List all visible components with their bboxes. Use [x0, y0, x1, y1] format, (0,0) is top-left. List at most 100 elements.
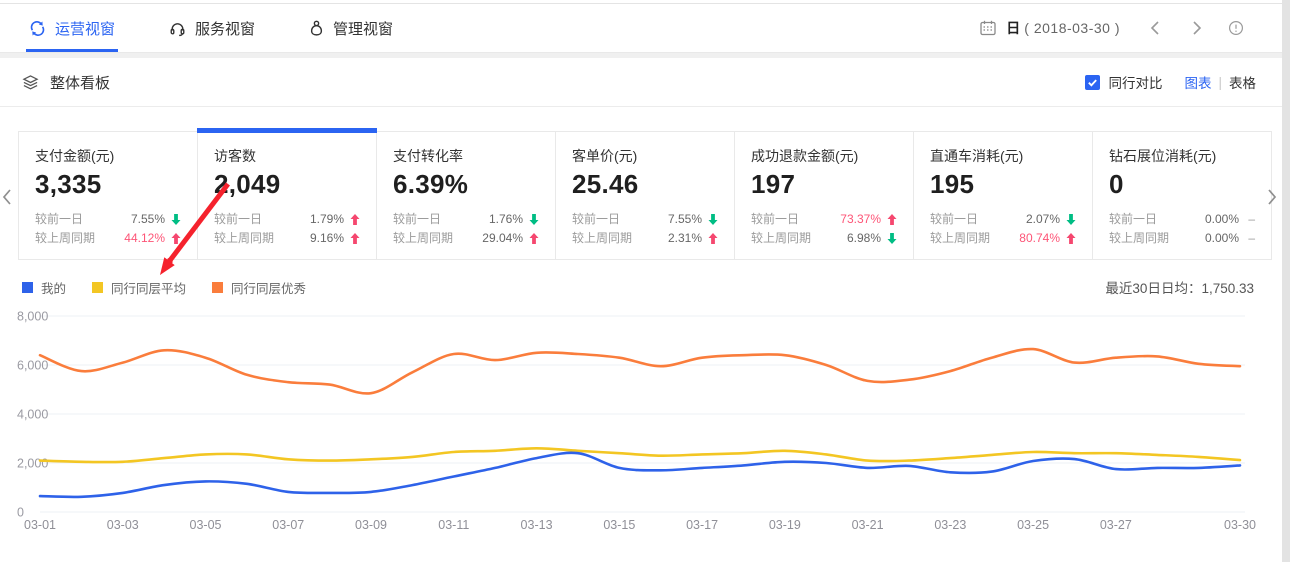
- metric-card[interactable]: 直通车消耗(元) 195 较前一日 2.07% 较上周同期 80.74%: [914, 131, 1093, 260]
- trend-icon: [523, 214, 539, 225]
- trend-icon: [165, 233, 181, 244]
- chart-legend: 我的 同行同层平均 同行同层优秀 最近30日日均：1,750.33: [22, 277, 1270, 297]
- compare-row-value: 1.79%: [309, 212, 344, 226]
- section-divider: [0, 53, 1290, 58]
- compare-row-value: 6.98%: [846, 231, 881, 245]
- metric-card[interactable]: 客单价(元) 25.46 较前一日 7.55% 较上周同期 2.31%: [556, 131, 735, 260]
- tab-运营视窗[interactable]: 运营视窗: [26, 4, 119, 52]
- compare-row-value: 2.31%: [667, 231, 702, 245]
- tab-服务视窗[interactable]: 服务视窗: [166, 4, 258, 52]
- metric-card[interactable]: 支付转化率 6.39% 较前一日 1.76% 较上周同期 29.04%: [377, 131, 556, 260]
- tab-管理视窗[interactable]: 管理视窗: [306, 4, 396, 52]
- metric-value: 195: [930, 169, 975, 199]
- svg-text:03-09: 03-09: [355, 518, 387, 532]
- metric-cards-row: 支付金额(元) 3,335 较前一日 7.55% 较上周同期 44.12% 访客…: [18, 128, 1272, 260]
- metric-compare-rows: 较前一日 1.76% 较上周同期 29.04%: [393, 210, 539, 248]
- compare-row: 较前一日 1.79%: [214, 210, 360, 229]
- metric-title: 支付金额(元): [35, 148, 115, 164]
- metric-compare-rows: 较前一日 73.37% 较上周同期 6.98%: [751, 210, 897, 248]
- bell-icon: [309, 20, 324, 37]
- legend-item[interactable]: 同行同层优秀: [212, 278, 306, 297]
- svg-text:03-25: 03-25: [1017, 518, 1049, 532]
- svg-text:8,000: 8,000: [17, 310, 48, 324]
- metric-title: 钻石展位消耗(元): [1109, 148, 1217, 164]
- compare-row: 较上周同期 0.00% –: [1109, 229, 1255, 248]
- trend-icon: [702, 233, 718, 244]
- metric-card[interactable]: 钻石展位消耗(元) 0 较前一日 0.00% – 较上周同期 0.00% –: [1093, 131, 1272, 260]
- metric-card[interactable]: 成功退款金额(元) 197 较前一日 73.37% 较上周同期 6.98%: [735, 131, 914, 260]
- svg-text:03-11: 03-11: [438, 518, 469, 532]
- metric-compare-rows: 较前一日 1.79% 较上周同期 9.16%: [214, 210, 360, 248]
- board-title: 整体看板: [50, 74, 111, 92]
- date-controls: 日 ( 2018-03-30 ): [979, 4, 1244, 52]
- compare-row-label: 较上周同期: [572, 231, 633, 245]
- board-bar: 整体看板 同行对比 图表 | 表格: [0, 58, 1290, 107]
- trend-icon: [344, 214, 360, 225]
- board-title-group: 整体看板: [22, 72, 110, 93]
- compare-row-label: 较上周同期: [1109, 231, 1170, 245]
- legend-label: 同行同层平均: [111, 281, 187, 296]
- compare-row-label: 较上周同期: [35, 231, 96, 245]
- legend-item[interactable]: 同行同层平均: [92, 278, 186, 297]
- compare-row-value: 9.16%: [309, 231, 344, 245]
- metric-card[interactable]: 访客数 2,049 较前一日 1.79% 较上周同期 9.16%: [197, 128, 377, 260]
- svg-text:03-19: 03-19: [769, 518, 801, 532]
- cards-next-button[interactable]: [1266, 188, 1278, 211]
- compare-row-value: 0.00%: [1204, 231, 1239, 245]
- info-icon[interactable]: [1228, 20, 1244, 36]
- legend-label: 我的: [41, 281, 67, 296]
- line-chart-canvas: 0 2,000 4,000 6,000 8,000 03-01 03-03 03-05 03-0…: [17, 310, 1256, 533]
- svg-text:03-13: 03-13: [521, 518, 553, 532]
- compare-row-value: 80.74%: [1019, 231, 1060, 245]
- trend-icon: –: [1248, 212, 1255, 226]
- metric-value: 3,335: [35, 169, 102, 199]
- metric-value: 197: [751, 169, 796, 199]
- legend-swatch: [212, 281, 224, 293]
- compare-row: 较上周同期 9.16%: [214, 229, 360, 248]
- compare-row: 较前一日 0.00% –: [1109, 210, 1255, 229]
- compare-row-label: 较前一日: [35, 212, 84, 226]
- compare-row-value: 73.37%: [840, 212, 881, 226]
- calendar-icon[interactable]: [979, 19, 997, 37]
- compare-row-value: 29.04%: [482, 231, 523, 245]
- date-granularity[interactable]: 日: [1006, 20, 1021, 36]
- trend-icon: –: [1248, 231, 1255, 245]
- sync-icon: [29, 20, 46, 37]
- compare-row: 较上周同期 2.31%: [572, 229, 718, 248]
- svg-text:03-01: 03-01: [24, 518, 56, 532]
- compare-row-label: 较前一日: [751, 212, 800, 226]
- legend-item[interactable]: 我的: [22, 278, 66, 297]
- tab-label: 管理视窗: [333, 20, 394, 38]
- compare-row: 较上周同期 29.04%: [393, 229, 539, 248]
- metric-compare-rows: 较前一日 2.07% 较上周同期 80.74%: [930, 210, 1076, 248]
- peer-compare-label[interactable]: 同行对比: [1108, 76, 1163, 91]
- metric-compare-rows: 较前一日 7.55% 较上周同期 44.12%: [35, 210, 181, 248]
- compare-row-value: 7.55%: [130, 212, 165, 226]
- current-date[interactable]: ( 2018-03-30 ): [1024, 20, 1120, 36]
- svg-text:03-03: 03-03: [107, 518, 139, 532]
- svg-text:6,000: 6,000: [17, 359, 48, 373]
- svg-text:2,000: 2,000: [17, 457, 48, 471]
- metric-compare-rows: 较前一日 0.00% – 较上周同期 0.00% –: [1109, 210, 1255, 248]
- peer-compare-checkbox[interactable]: [1085, 74, 1101, 90]
- table-view-link[interactable]: 表格: [1229, 76, 1256, 91]
- compare-row: 较前一日 7.55%: [35, 210, 181, 229]
- compare-row: 较上周同期 80.74%: [930, 229, 1076, 248]
- trend-chart: 0 2,000 4,000 6,000 8,000 03-01 03-03 03-05 03-0…: [0, 301, 1290, 552]
- cards-prev-button[interactable]: [1, 188, 13, 211]
- svg-text:03-07: 03-07: [272, 518, 304, 532]
- view-divider: |: [1218, 74, 1222, 90]
- compare-row-value: 0.00%: [1204, 212, 1239, 226]
- svg-text:03-21: 03-21: [852, 518, 884, 532]
- metric-card[interactable]: 支付金额(元) 3,335 较前一日 7.55% 较上周同期 44.12%: [18, 131, 198, 260]
- top-navigation: 运营视窗 服务视窗 管理视窗 日 ( 2018-03-30 ): [0, 3, 1290, 53]
- compare-row-label: 较上周同期: [214, 231, 275, 245]
- page-edge-strip: [1282, 0, 1290, 562]
- compare-row: 较上周同期 6.98%: [751, 229, 897, 248]
- prev-date-button[interactable]: [1150, 20, 1161, 36]
- next-date-button[interactable]: [1191, 20, 1202, 36]
- headset-icon: [169, 20, 186, 37]
- compare-row: 较前一日 1.76%: [393, 210, 539, 229]
- trend-icon: [523, 233, 539, 244]
- chart-view-link[interactable]: 图表: [1184, 76, 1212, 91]
